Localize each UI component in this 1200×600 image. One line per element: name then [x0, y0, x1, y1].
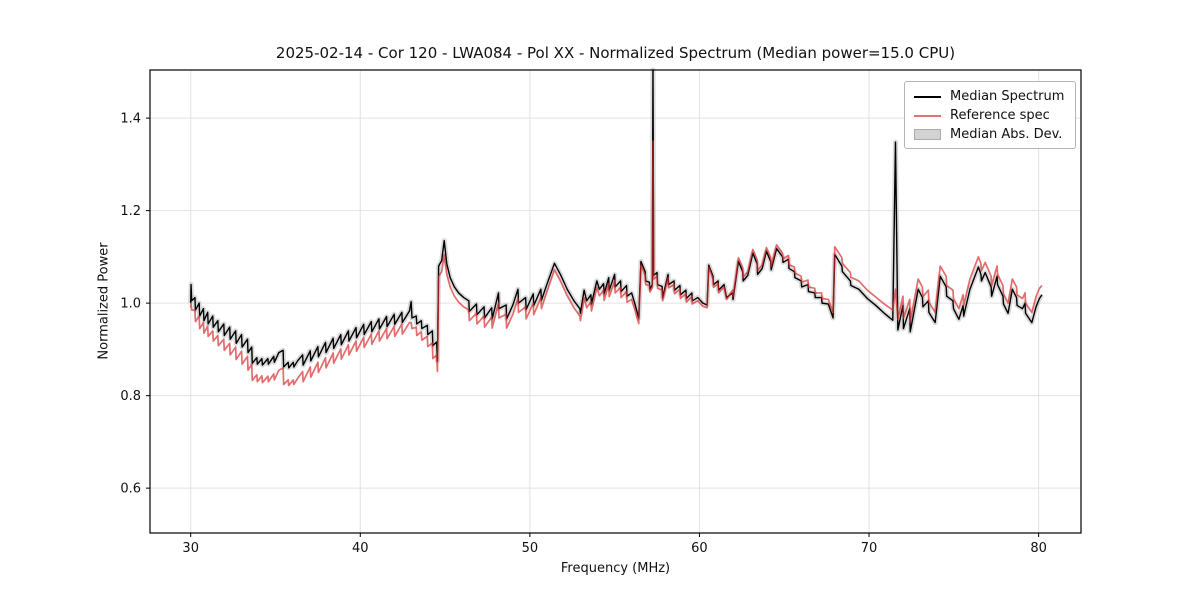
y-tick-label: 0.6	[120, 482, 141, 497]
chart-title: 2025-02-14 - Cor 120 - LWA084 - Pol XX -…	[275, 44, 956, 62]
x-tick-label: 30	[182, 541, 199, 556]
y-tick-label: 1.0	[120, 297, 141, 312]
median-spectrum-line	[190, 69, 1043, 369]
y-tick-label: 0.8	[120, 389, 141, 404]
reference-spec-line-swatch	[914, 114, 941, 117]
median-spectrum-line-swatch	[914, 95, 941, 98]
legend-item-median-abs-dev: Median Abs. Dev.	[905, 125, 1075, 144]
legend-label: Median Spectrum	[950, 89, 1065, 104]
series-lines	[188, 67, 1045, 387]
x-tick-label: 40	[352, 541, 369, 556]
plot-border	[149, 69, 1082, 534]
y-tick-label: 1.2	[120, 204, 141, 219]
reference-spec-line	[189, 140, 1043, 387]
legend-item-median-spectrum: Median Spectrum	[905, 87, 1075, 106]
x-tick-label: 70	[861, 541, 878, 556]
axis-ticks: 30 40 50 60 70 80 0.6 0.8 1.0 1.2 1.4	[120, 112, 1047, 556]
x-tick-label: 60	[691, 541, 708, 556]
y-tick-label: 1.4	[120, 112, 141, 127]
median-abs-dev-patch-swatch	[914, 129, 941, 140]
y-axis-label: Normalized Power	[96, 242, 112, 360]
legend-item-reference-spec: Reference spec	[905, 106, 1075, 125]
legend-label: Median Abs. Dev.	[950, 127, 1063, 142]
x-tick-label: 50	[522, 541, 539, 556]
axes-frame	[149, 69, 1082, 534]
x-tick-label: 80	[1030, 541, 1047, 556]
legend: Median Spectrum Reference spec Median Ab…	[904, 81, 1076, 149]
x-axis-label: Frequency (MHz)	[560, 561, 671, 576]
legend-label: Reference spec	[950, 108, 1050, 123]
